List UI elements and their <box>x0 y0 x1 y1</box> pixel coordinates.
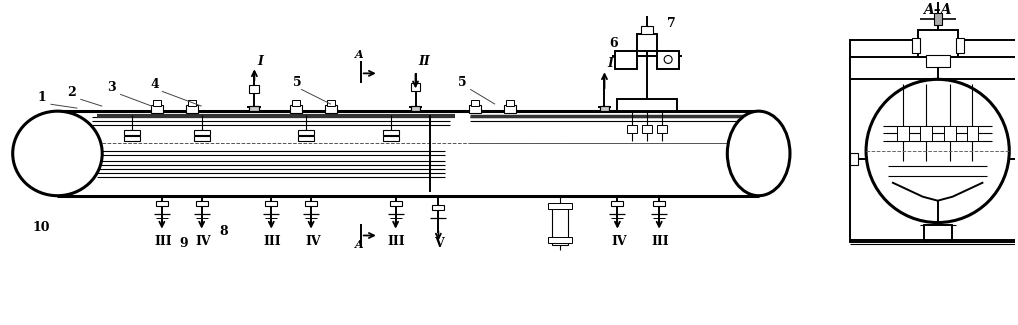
Text: 8: 8 <box>220 226 228 239</box>
Text: A: A <box>354 240 363 251</box>
Text: III: III <box>154 235 172 248</box>
Text: III: III <box>264 235 281 248</box>
Bar <box>920 126 931 141</box>
Text: 6: 6 <box>610 36 618 49</box>
Bar <box>292 100 300 106</box>
Bar <box>390 201 401 206</box>
Bar <box>124 136 140 141</box>
Bar <box>612 201 623 206</box>
Bar <box>327 100 335 106</box>
Bar <box>658 51 679 70</box>
Bar <box>552 206 568 245</box>
Bar <box>151 105 163 113</box>
Bar <box>469 105 482 113</box>
Bar <box>642 125 653 133</box>
Ellipse shape <box>12 111 102 196</box>
Bar <box>850 153 858 165</box>
Bar <box>471 100 479 106</box>
Bar <box>325 105 337 113</box>
Bar <box>153 100 161 106</box>
Text: I: I <box>608 58 613 71</box>
Text: IV: IV <box>195 235 212 248</box>
Bar <box>305 201 317 206</box>
Bar <box>249 85 260 93</box>
Bar <box>956 38 963 54</box>
Text: A: A <box>354 49 363 60</box>
Circle shape <box>866 79 1009 223</box>
Text: 5: 5 <box>458 76 467 89</box>
Bar <box>654 201 665 206</box>
Bar <box>193 136 210 141</box>
Bar <box>410 106 420 111</box>
Text: I: I <box>258 56 264 69</box>
Text: 4: 4 <box>150 78 159 91</box>
Text: 9: 9 <box>180 238 188 251</box>
Bar <box>187 100 195 106</box>
Text: II: II <box>418 56 431 69</box>
Bar <box>383 136 399 141</box>
Bar <box>944 126 956 141</box>
Bar <box>298 130 315 135</box>
Bar <box>249 106 260 111</box>
Text: 10: 10 <box>33 221 50 234</box>
Bar <box>504 105 516 113</box>
Text: III: III <box>652 235 669 248</box>
Bar <box>124 130 140 135</box>
Bar <box>290 105 302 113</box>
Bar <box>156 201 168 206</box>
Bar <box>410 83 420 91</box>
Bar <box>266 201 277 206</box>
Text: III: III <box>388 235 405 248</box>
Bar <box>433 205 444 210</box>
Circle shape <box>664 56 672 63</box>
Bar <box>298 136 315 141</box>
Bar <box>600 106 610 111</box>
Bar <box>934 13 942 25</box>
Bar <box>627 125 637 133</box>
Bar <box>506 100 514 106</box>
Bar <box>966 126 978 141</box>
Text: 7: 7 <box>667 17 676 30</box>
Text: V: V <box>435 238 444 251</box>
Bar <box>617 99 677 111</box>
Text: IV: IV <box>305 235 321 248</box>
Bar <box>548 203 572 209</box>
Bar <box>897 126 909 141</box>
Text: 2: 2 <box>67 86 76 99</box>
Bar <box>383 130 399 135</box>
Bar <box>641 26 654 33</box>
Text: IV: IV <box>612 235 627 248</box>
Text: 5: 5 <box>293 76 301 89</box>
Bar <box>616 51 637 70</box>
Bar <box>925 56 950 67</box>
Bar <box>918 30 958 58</box>
Bar <box>185 105 197 113</box>
Ellipse shape <box>727 111 790 196</box>
Text: A–A: A–A <box>923 3 952 17</box>
Bar <box>850 40 1018 242</box>
Bar <box>912 38 920 54</box>
Bar <box>637 33 658 51</box>
Bar <box>548 238 572 243</box>
Bar <box>658 125 667 133</box>
Text: 3: 3 <box>107 81 116 94</box>
Bar <box>850 58 1018 79</box>
Text: 1: 1 <box>38 91 46 104</box>
Bar <box>195 201 208 206</box>
Bar <box>923 225 952 240</box>
Bar <box>193 130 210 135</box>
